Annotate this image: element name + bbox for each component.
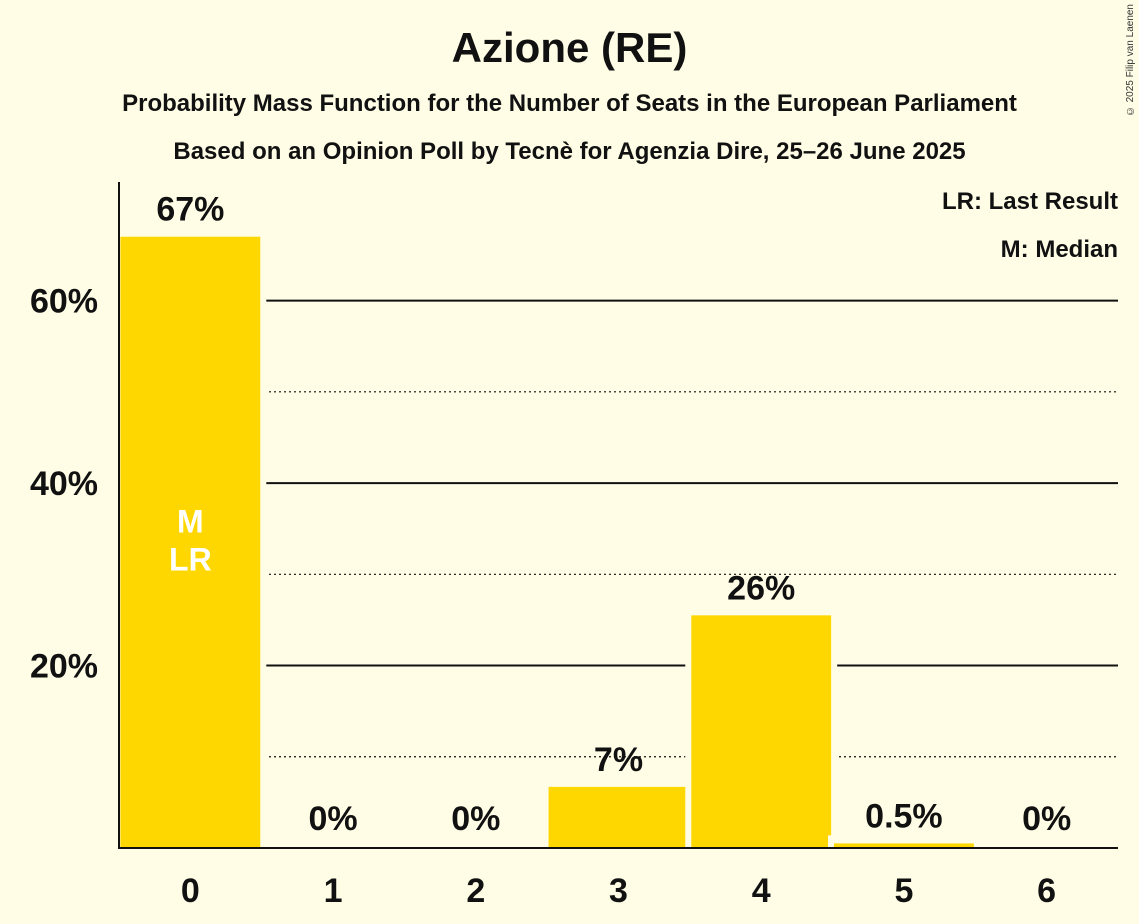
data-label: 0.5% (865, 797, 943, 835)
x-tick-label: 4 (752, 872, 771, 910)
x-tick-label: 6 (1037, 872, 1056, 910)
bar (833, 843, 974, 848)
legend-last-result: LR: Last Result (942, 188, 1118, 215)
chart-title: Azione (RE) (451, 24, 688, 71)
data-label: 0% (451, 800, 500, 838)
x-tick-label: 5 (894, 872, 913, 910)
axes (118, 182, 1118, 849)
chart-source: Based on an Opinion Poll by Tecnè for Ag… (173, 138, 966, 165)
data-label: 0% (1022, 800, 1071, 838)
gridlines (119, 299, 1118, 758)
y-tick-label: 60% (30, 283, 98, 321)
data-label: 0% (309, 800, 358, 838)
x-tick-label: 0 (181, 872, 200, 910)
data-label: 7% (594, 741, 643, 779)
labels: 20% 40% 60% 67% 0 0% 1 0% 2 7% 3 26% 4 0.5% 5 0% 6 MLR (30, 191, 1071, 910)
y-tick-label: 20% (30, 648, 98, 686)
y-tick-label: 40% (30, 465, 98, 503)
x-tick-label: 3 (609, 872, 628, 910)
chart-subtitle: Probability Mass Function for the Number… (122, 90, 1017, 117)
bar (691, 615, 832, 848)
x-tick-label: 2 (466, 872, 485, 910)
bar (120, 236, 261, 848)
x-tick-label: 1 (324, 872, 343, 910)
legend-median: M: Median (1001, 236, 1118, 263)
median-marker: M (177, 503, 204, 539)
data-label: 26% (727, 569, 795, 607)
bars (114, 228, 980, 848)
bar (548, 786, 689, 848)
data-label: 67% (156, 191, 224, 229)
last-result-marker: LR (169, 541, 212, 577)
